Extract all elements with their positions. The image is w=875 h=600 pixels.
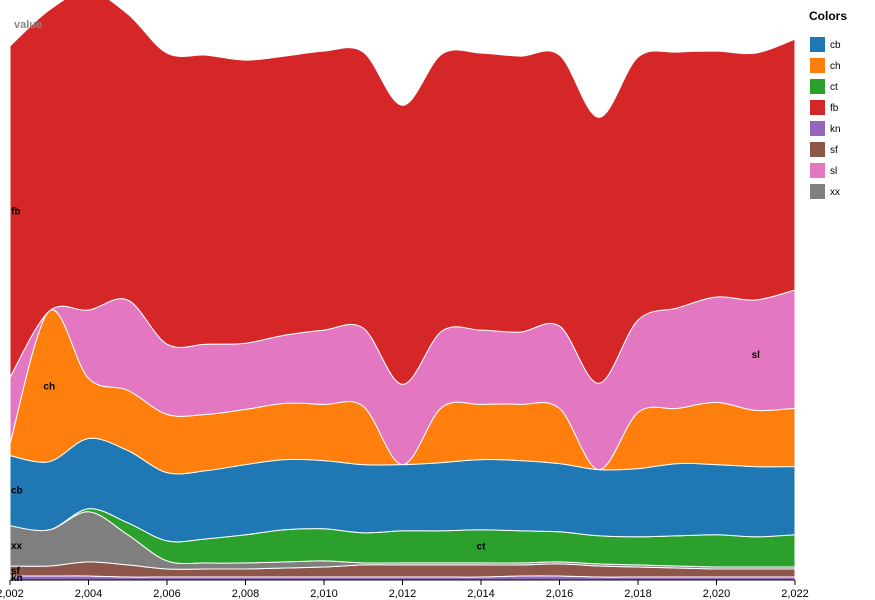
x-tick-label-2008: 2,008 — [232, 588, 260, 600]
x-tick-label-2004: 2,004 — [75, 588, 103, 600]
stream-label-fb: fb — [11, 207, 20, 218]
legend-swatch-sf — [810, 142, 825, 157]
legend-swatch-kn — [810, 121, 825, 136]
legend-title: Colors — [809, 9, 847, 23]
stream-label-xx: xx — [11, 541, 23, 552]
x-tick-label-2012: 2,012 — [389, 588, 417, 600]
legend-label-sl: sl — [830, 166, 837, 177]
stream-label-ch: ch — [43, 381, 55, 392]
legend-label-cb: cb — [830, 40, 841, 51]
legend-label-ch: ch — [830, 61, 841, 72]
x-tick-label-2006: 2,006 — [153, 588, 181, 600]
legend-label-ct: ct — [830, 82, 838, 93]
legend-swatch-cb — [810, 37, 825, 52]
legend: Colors cb ch ct fb kn sf sl xx — [809, 9, 847, 199]
stream-label-cb: cb — [11, 486, 23, 497]
legend-swatch-fb — [810, 100, 825, 115]
y-axis-label: value — [14, 19, 42, 31]
stream-areas — [9, 0, 796, 581]
legend-swatch-ch — [810, 58, 825, 73]
x-tick-label-2022: 2,022 — [781, 588, 809, 600]
x-tick-label-2018: 2,018 — [624, 588, 652, 600]
x-tick-label-2014: 2,014 — [467, 588, 495, 600]
legend-swatch-xx — [810, 184, 825, 199]
x-tick-label-2016: 2,016 — [546, 588, 574, 600]
legend-swatch-ct — [810, 79, 825, 94]
x-axis: 2,002 2,004 2,006 2,008 2,010 2,012 2,014 2,016… — [0, 579, 809, 600]
legend-label-xx: xx — [830, 187, 840, 198]
stream-area-fb — [9, 0, 796, 385]
stream-label-ct: ct — [477, 541, 487, 552]
x-tick-label-2002: 2,002 — [0, 588, 24, 600]
stream-label-sf: sf — [11, 566, 21, 577]
legend-label-sf: sf — [830, 145, 838, 156]
stream-label-sl: sl — [752, 350, 761, 361]
legend-swatch-sl — [810, 163, 825, 178]
legend-label-kn: kn — [830, 124, 841, 135]
x-tick-label-2010: 2,010 — [310, 588, 338, 600]
legend-label-fb: fb — [830, 103, 839, 114]
x-tick-label-2020: 2,020 — [703, 588, 731, 600]
stream-label-kn: kn — [11, 573, 23, 584]
